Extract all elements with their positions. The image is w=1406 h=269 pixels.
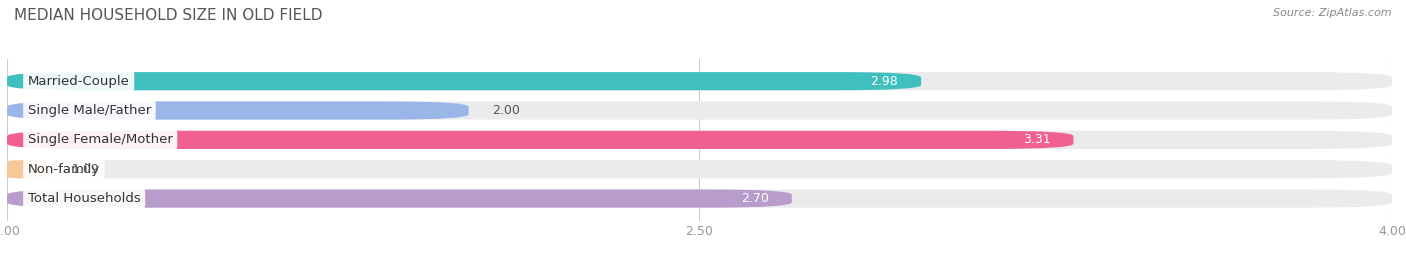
FancyBboxPatch shape [7, 131, 1073, 149]
FancyBboxPatch shape [7, 101, 468, 120]
Text: Source: ZipAtlas.com: Source: ZipAtlas.com [1274, 8, 1392, 18]
FancyBboxPatch shape [7, 72, 921, 90]
Text: 2.00: 2.00 [492, 104, 520, 117]
FancyBboxPatch shape [7, 160, 49, 178]
FancyBboxPatch shape [7, 189, 1392, 208]
Text: Non-family: Non-family [28, 163, 100, 176]
Text: MEDIAN HOUSEHOLD SIZE IN OLD FIELD: MEDIAN HOUSEHOLD SIZE IN OLD FIELD [14, 8, 322, 23]
FancyBboxPatch shape [7, 72, 1392, 90]
Text: 2.98: 2.98 [870, 75, 898, 88]
FancyBboxPatch shape [7, 131, 1392, 149]
Text: Single Female/Mother: Single Female/Mother [28, 133, 173, 146]
Text: 2.70: 2.70 [741, 192, 769, 205]
Text: 3.31: 3.31 [1022, 133, 1050, 146]
FancyBboxPatch shape [7, 189, 792, 208]
Text: 1.09: 1.09 [72, 163, 100, 176]
Text: Total Households: Total Households [28, 192, 141, 205]
FancyBboxPatch shape [7, 101, 1392, 120]
FancyBboxPatch shape [7, 160, 1392, 178]
Text: Single Male/Father: Single Male/Father [28, 104, 150, 117]
Text: Married-Couple: Married-Couple [28, 75, 129, 88]
